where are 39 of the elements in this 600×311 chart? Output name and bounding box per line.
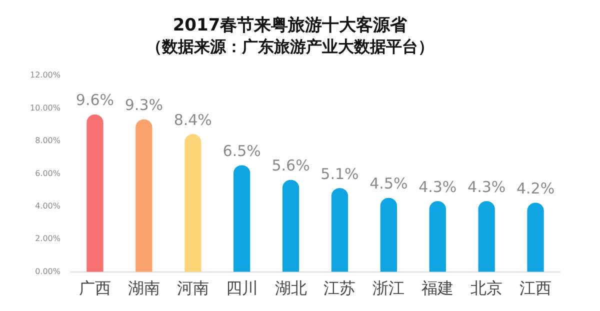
data-label: 6.5% xyxy=(222,142,261,160)
bar xyxy=(478,201,495,272)
data-label: 4.3% xyxy=(468,178,506,196)
x-tick-label: 江苏 xyxy=(324,280,356,298)
bar xyxy=(86,114,104,272)
chart-subtitle: （数据来源：广东旅游产业大数据平台） xyxy=(146,37,434,56)
y-tick-label: 8.00% xyxy=(35,136,61,146)
bar xyxy=(331,188,348,272)
y-tick-label: 10.00% xyxy=(30,103,61,112)
x-tick-label: 四川 xyxy=(226,280,258,298)
data-label: 4.2% xyxy=(516,180,555,198)
x-tick-label: 北京 xyxy=(470,280,503,298)
bar xyxy=(234,165,250,272)
x-tick-label: 江西 xyxy=(520,280,552,298)
y-tick-label: 0.00% xyxy=(35,266,61,276)
data-label: 9.3% xyxy=(124,96,163,114)
data-label: 5.6% xyxy=(272,156,310,175)
x-tick-label: 广西 xyxy=(78,280,111,298)
chart-title: 2017春节来粤旅游十大客源省 xyxy=(172,16,408,36)
bar xyxy=(282,180,300,272)
data-label: 5.1% xyxy=(320,164,359,183)
y-tick-label: 6.00% xyxy=(35,168,61,178)
bar xyxy=(136,119,152,272)
data-label: 9.6% xyxy=(76,91,114,110)
x-tick-label: 湖北 xyxy=(274,280,307,298)
x-tick-label: 浙江 xyxy=(372,280,405,298)
y-tick-label: 2.00% xyxy=(35,234,61,244)
x-tick-label: 河南 xyxy=(176,280,209,298)
bar xyxy=(429,201,446,272)
x-tick-label: 湖南 xyxy=(128,280,160,298)
data-label: 8.4% xyxy=(174,110,212,129)
y-tick-label: 12.00% xyxy=(30,70,61,80)
bar xyxy=(527,202,544,272)
y-tick-label: 4.00% xyxy=(35,201,61,210)
data-label: 4.3% xyxy=(418,178,457,196)
data-label: 4.5% xyxy=(370,174,408,193)
x-tick-label: 福建 xyxy=(422,280,454,298)
bar xyxy=(380,198,398,272)
bar xyxy=(184,134,202,272)
